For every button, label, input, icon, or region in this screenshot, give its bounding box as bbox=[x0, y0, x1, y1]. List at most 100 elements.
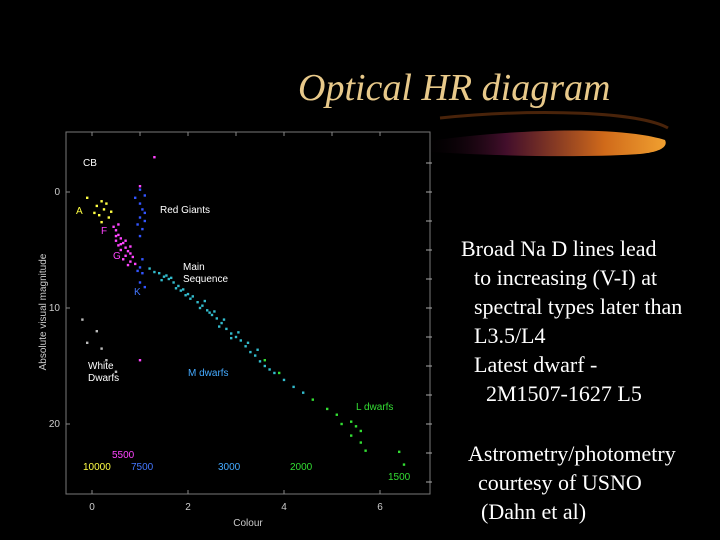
data-point bbox=[86, 196, 89, 199]
data-point bbox=[138, 234, 142, 238]
x-tick-label: 0 bbox=[89, 502, 95, 513]
data-point bbox=[95, 330, 98, 333]
data-point bbox=[117, 223, 120, 226]
data-point bbox=[119, 237, 122, 240]
data-point bbox=[311, 398, 314, 401]
region-label: Sequence bbox=[183, 274, 228, 285]
description-text: Broad Na D lines lead to increasing (V-I… bbox=[461, 234, 682, 408]
data-point bbox=[114, 370, 118, 373]
data-point bbox=[138, 359, 142, 362]
data-point bbox=[198, 306, 202, 310]
temperature-label: 3000 bbox=[218, 462, 241, 473]
data-point bbox=[119, 243, 122, 246]
data-point bbox=[117, 233, 120, 237]
region-label: L dwarfs bbox=[356, 402, 393, 413]
data-point bbox=[143, 285, 146, 289]
y-tick-label: 0 bbox=[54, 187, 60, 198]
region-label: Dwarfs bbox=[88, 373, 119, 384]
data-point bbox=[138, 216, 142, 219]
data-point bbox=[98, 214, 101, 217]
data-point bbox=[114, 239, 118, 242]
data-point bbox=[254, 354, 257, 357]
x-tick-label: 4 bbox=[281, 502, 287, 513]
data-point bbox=[170, 276, 173, 280]
data-point bbox=[138, 188, 142, 191]
data-point bbox=[114, 229, 118, 232]
region-label: M dwarfs bbox=[188, 368, 229, 379]
data-point bbox=[112, 225, 115, 228]
data-point bbox=[230, 336, 233, 340]
data-point bbox=[138, 185, 142, 188]
data-point bbox=[186, 292, 190, 296]
data-point bbox=[122, 241, 125, 245]
description-line-1: Broad Na D lines lead bbox=[461, 236, 657, 261]
description-line-4: L3.5/L4 bbox=[474, 323, 546, 348]
data-point bbox=[354, 425, 358, 428]
data-point bbox=[364, 449, 367, 452]
data-point bbox=[326, 407, 329, 411]
data-point bbox=[206, 309, 209, 312]
data-point bbox=[182, 288, 185, 291]
y-tick-label: 10 bbox=[49, 303, 61, 314]
data-point bbox=[172, 281, 175, 284]
data-point bbox=[129, 260, 132, 263]
x-axis-label: Colour bbox=[233, 518, 263, 529]
description-line-3: spectral types later than bbox=[474, 294, 683, 319]
data-point bbox=[110, 210, 113, 213]
data-point bbox=[129, 245, 132, 248]
data-point bbox=[143, 219, 146, 223]
credits-text: Astrometry/photometry courtesy of USNO (… bbox=[468, 439, 676, 526]
data-point bbox=[263, 364, 266, 368]
region-label: G bbox=[113, 251, 121, 262]
data-point bbox=[282, 378, 286, 382]
data-point bbox=[292, 385, 295, 389]
data-point bbox=[105, 359, 108, 362]
data-point bbox=[268, 368, 271, 371]
data-point bbox=[114, 234, 118, 238]
data-point bbox=[167, 277, 170, 281]
data-point bbox=[278, 371, 281, 375]
data-point bbox=[263, 359, 266, 362]
data-point bbox=[129, 252, 132, 255]
region-label: White bbox=[88, 361, 114, 372]
data-point bbox=[141, 258, 144, 261]
data-point bbox=[138, 202, 142, 205]
temperature-label: 10000 bbox=[83, 462, 111, 473]
data-point bbox=[138, 266, 142, 269]
data-point bbox=[93, 211, 96, 215]
data-point bbox=[119, 248, 122, 252]
x-tick-label: 2 bbox=[185, 502, 191, 513]
region-label: Red Giants bbox=[160, 205, 210, 216]
data-point bbox=[124, 254, 127, 257]
temperature-label: 5500 bbox=[112, 450, 135, 461]
data-point bbox=[174, 287, 178, 290]
data-point bbox=[359, 429, 362, 433]
data-point bbox=[148, 267, 151, 270]
data-point bbox=[191, 295, 194, 298]
credits-line-3: (Dahn et al) bbox=[481, 499, 587, 524]
data-point bbox=[126, 249, 130, 253]
data-point bbox=[143, 211, 146, 215]
data-point bbox=[302, 391, 305, 394]
data-point bbox=[359, 441, 362, 444]
data-point bbox=[81, 318, 84, 321]
data-point bbox=[215, 317, 218, 320]
description-line-2: to increasing (V-I) at bbox=[474, 265, 658, 290]
data-point bbox=[225, 327, 228, 331]
data-point bbox=[100, 200, 103, 203]
data-point bbox=[107, 216, 110, 219]
data-point bbox=[350, 420, 353, 423]
temperature-label: 7500 bbox=[131, 462, 154, 473]
data-point bbox=[131, 255, 134, 259]
data-point bbox=[153, 270, 156, 274]
data-point bbox=[102, 208, 106, 211]
temperature-label: 2000 bbox=[290, 462, 313, 473]
data-point bbox=[239, 339, 242, 342]
data-point bbox=[141, 208, 144, 211]
data-point bbox=[340, 422, 343, 426]
data-point bbox=[256, 348, 259, 351]
data-point bbox=[244, 345, 247, 348]
data-point bbox=[249, 350, 252, 354]
data-point bbox=[184, 294, 187, 297]
